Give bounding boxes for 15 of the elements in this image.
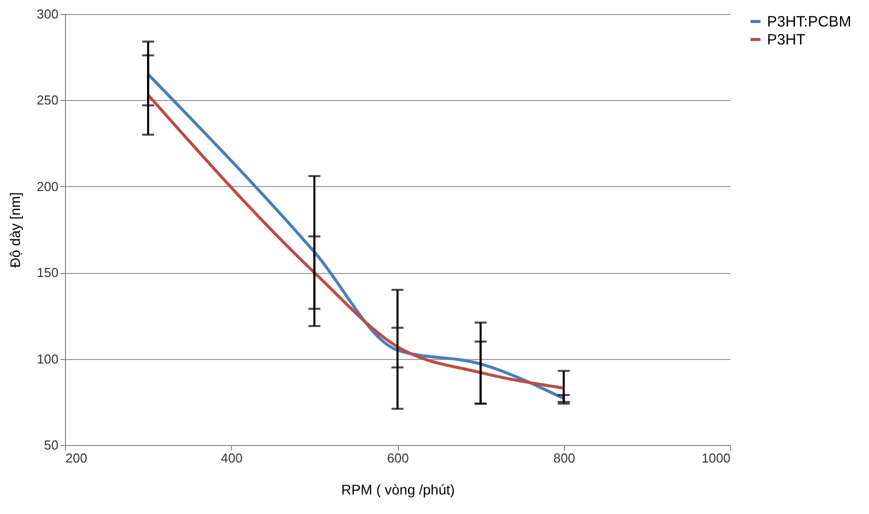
y-tick-label: 300 [36, 6, 58, 22]
y-axis-title: Độ dày [nm] [6, 192, 23, 268]
y-tick-label: 100 [36, 351, 58, 366]
y-tick-label: 150 [36, 265, 58, 280]
x-tick-label: 200 [66, 450, 88, 466]
x-axis-title: RPM ( vòng /phút) [341, 482, 455, 498]
y-tick-label: 50 [44, 438, 58, 452]
legend-label: P3HT:PCBM [767, 14, 852, 30]
y-tick-label: 200 [36, 178, 58, 194]
x-tick-label: 400 [220, 450, 243, 466]
y-tick-label: 250 [36, 92, 58, 108]
legend-label: P3HT [767, 32, 806, 48]
x-tick-label: 600 [387, 450, 409, 466]
x-tick-label: 800 [553, 450, 576, 466]
x-tick-label: 1000 [702, 450, 730, 466]
